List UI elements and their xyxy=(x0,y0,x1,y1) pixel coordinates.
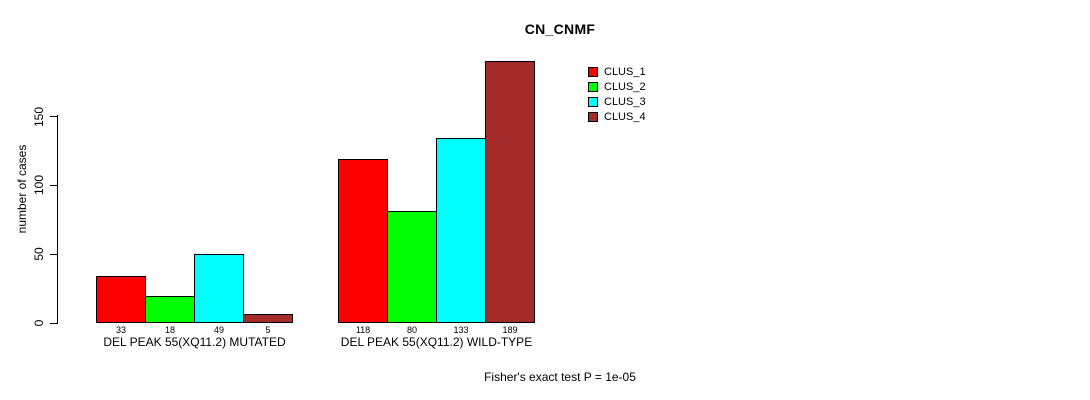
legend-label: CLUS_4 xyxy=(604,110,646,123)
legend-label: CLUS_2 xyxy=(604,80,646,93)
bar-clus_3-group1 xyxy=(194,254,244,323)
bar-value-label: 80 xyxy=(406,325,418,335)
legend-label: CLUS_3 xyxy=(604,95,646,108)
legend-swatch-icon xyxy=(588,111,598,122)
bar-clus_4-group2 xyxy=(485,61,535,323)
y-tick-label: 0 xyxy=(32,319,46,327)
y-tick-label: 150 xyxy=(32,106,46,127)
y-axis-line xyxy=(57,115,58,323)
y-tick-mark xyxy=(50,116,58,117)
category-label: DEL PEAK 55(XQ11.2) MUTATED xyxy=(103,335,286,349)
legend-row-clus_4: CLUS_4 xyxy=(588,109,646,124)
bar-value-label: 33 xyxy=(115,325,127,335)
bar-clus_1-group2 xyxy=(338,159,388,323)
legend-row-clus_2: CLUS_2 xyxy=(588,79,646,94)
legend-swatch-icon xyxy=(588,96,598,107)
legend-row-clus_1: CLUS_1 xyxy=(588,64,646,79)
bar-clus_4-group1 xyxy=(243,314,293,323)
bar-value-label: 18 xyxy=(164,325,176,335)
y-tick-mark xyxy=(50,184,58,186)
bar-value-label: 49 xyxy=(213,325,225,335)
category-label: DEL PEAK 55(XQ11.2) WILD-TYPE xyxy=(340,335,533,349)
legend-row-clus_3: CLUS_3 xyxy=(588,94,646,109)
legend: CLUS_1 CLUS_2 CLUS_3 CLUS_4 xyxy=(588,64,646,124)
bar-value-label: 5 xyxy=(265,325,271,335)
y-axis-label: number of cases xyxy=(15,144,29,234)
bar-value-label: 118 xyxy=(355,325,371,335)
chart-title: CN_CNMF xyxy=(524,21,596,37)
y-tick-mark xyxy=(50,322,58,324)
bar-clus_1-group1 xyxy=(96,276,146,323)
bar-clus_2-group1 xyxy=(145,296,195,323)
legend-label: CLUS_1 xyxy=(604,65,646,78)
annotation-text: Fisher's exact test P = 1e-05 xyxy=(484,370,636,384)
legend-swatch-icon xyxy=(588,81,598,92)
bar-value-label: 133 xyxy=(453,325,469,335)
bar-clus_2-group2 xyxy=(387,211,437,323)
bar-clus_3-group2 xyxy=(436,138,486,323)
y-tick-label: 100 xyxy=(32,175,46,196)
y-tick-mark xyxy=(50,253,58,255)
legend-swatch-icon xyxy=(588,66,598,77)
bar-value-label: 189 xyxy=(502,325,518,335)
y-tick-label: 50 xyxy=(32,247,46,261)
